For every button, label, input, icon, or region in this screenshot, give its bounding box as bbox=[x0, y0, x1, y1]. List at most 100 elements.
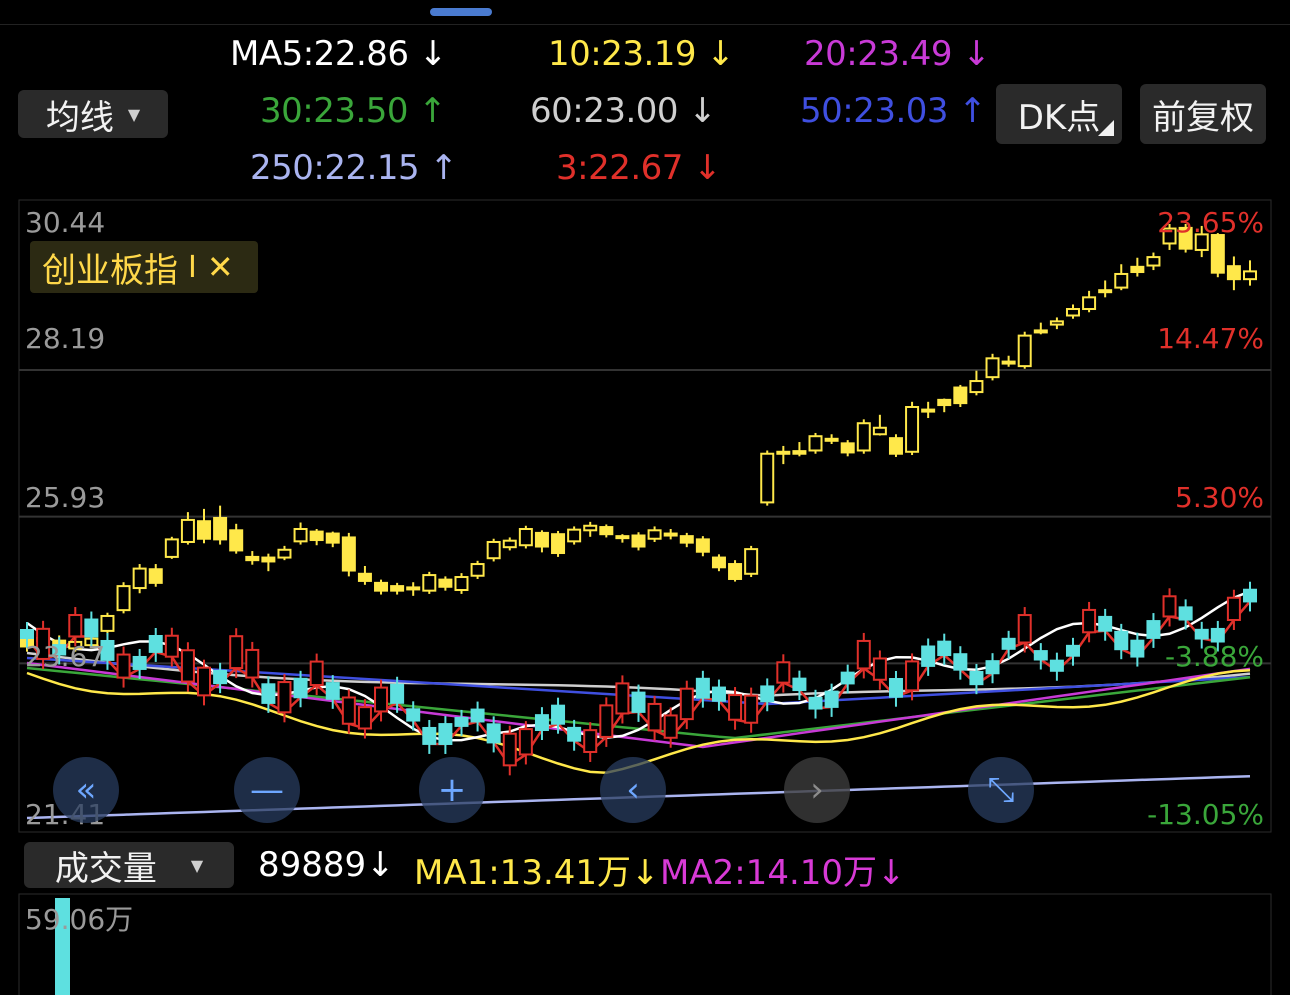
ma-legend-value: 3:22.67 bbox=[556, 148, 683, 188]
volume-ma2: MA2:14.10万↓ bbox=[660, 845, 906, 894]
dk-point-button[interactable]: DK点 bbox=[996, 84, 1122, 144]
candle-body bbox=[840, 442, 855, 454]
zoom-in-button[interactable]: + bbox=[419, 757, 485, 823]
lower-candle-body bbox=[567, 726, 582, 742]
sheet-grabber-handle[interactable] bbox=[430, 8, 492, 16]
candle bbox=[953, 384, 968, 408]
ma-selector-dropdown[interactable]: 均线 ▼ bbox=[18, 90, 168, 138]
volume-ma1: MA1:13.41万↓ bbox=[414, 845, 660, 894]
lower-candle-body bbox=[277, 681, 292, 714]
candle-body bbox=[776, 450, 791, 455]
lower-candle-body bbox=[1082, 608, 1097, 634]
close-icon[interactable]: ✕ bbox=[206, 248, 234, 286]
candle bbox=[213, 505, 228, 545]
lower-candle-body bbox=[872, 657, 887, 681]
candle-body bbox=[406, 586, 421, 591]
candle bbox=[711, 554, 726, 572]
ma-selector-label: 均线 bbox=[45, 97, 114, 138]
zoom-out-button[interactable]: — bbox=[234, 757, 300, 823]
forward-adjust-button[interactable]: 前复权 bbox=[1140, 84, 1266, 144]
lower-candle-body bbox=[1065, 644, 1080, 657]
candle-body bbox=[213, 516, 228, 541]
lower-candle-body bbox=[20, 629, 34, 639]
lower-candle-body bbox=[937, 640, 952, 657]
candle bbox=[679, 532, 694, 548]
volume-ma1-text: MA1:13.41万 bbox=[414, 853, 632, 893]
lower-candle-body bbox=[1017, 614, 1032, 644]
candle-body bbox=[534, 531, 549, 548]
lower-candle-body bbox=[1226, 596, 1241, 622]
chevron-down-icon: ▼ bbox=[190, 855, 204, 875]
candle bbox=[856, 419, 871, 454]
ma-legend-value: 250:22.15 bbox=[250, 148, 420, 188]
candle bbox=[341, 532, 356, 577]
volume-chart[interactable] bbox=[0, 893, 1290, 995]
candle bbox=[325, 531, 340, 548]
y-axis-label-2: 28.19 bbox=[25, 322, 106, 355]
candle bbox=[1194, 225, 1209, 258]
candle bbox=[197, 508, 212, 544]
ma-legend-item: 3:22.67 ↓ bbox=[556, 148, 722, 188]
corner-triangle-icon bbox=[1098, 120, 1114, 136]
lower-candle-body bbox=[647, 702, 662, 732]
ma-legend-value: 30:23.50 bbox=[260, 91, 409, 131]
volume-ma2-text: MA2:14.10万 bbox=[660, 853, 878, 893]
pct-label-2: 14.47% bbox=[1157, 322, 1264, 355]
volume-value: 89889↓ bbox=[258, 845, 395, 885]
volume-selector-dropdown[interactable]: 成交量 ▼ bbox=[24, 842, 234, 889]
candle-body bbox=[502, 539, 517, 549]
candle bbox=[599, 524, 614, 538]
lower-candle-body bbox=[486, 723, 501, 744]
arrow-up-icon: ↑ bbox=[419, 148, 458, 188]
lower-candle-body bbox=[953, 653, 968, 671]
candle-body bbox=[615, 535, 630, 540]
lower-candle-body bbox=[390, 683, 405, 704]
candle bbox=[1001, 355, 1016, 367]
lower-candle-body bbox=[728, 694, 743, 721]
volume-value-text: 89889 bbox=[258, 845, 367, 885]
prev-button[interactable]: ‹ bbox=[600, 757, 666, 823]
lower-candle-body bbox=[663, 714, 678, 739]
candle-body bbox=[1130, 265, 1145, 274]
lower-candle-body bbox=[1098, 615, 1113, 632]
lower-candle-body bbox=[502, 732, 517, 767]
candle bbox=[583, 521, 598, 537]
candle bbox=[905, 401, 920, 456]
candle bbox=[1130, 257, 1145, 277]
arrow-down-icon: ↓ bbox=[678, 91, 717, 131]
candle-body bbox=[567, 528, 582, 543]
rewind-button[interactable]: « bbox=[53, 757, 119, 823]
lower-candle-body bbox=[711, 686, 726, 702]
candle-body bbox=[824, 437, 839, 442]
lower-candle-body bbox=[164, 634, 179, 658]
index-badge[interactable]: 创业板指 I ✕ bbox=[30, 241, 258, 293]
lower-candle-body bbox=[84, 618, 99, 638]
lower-candle-body bbox=[1130, 639, 1145, 658]
candle bbox=[309, 529, 324, 546]
candle bbox=[792, 442, 807, 457]
volume-selector-label: 成交量 bbox=[54, 848, 157, 889]
lower-candle-body bbox=[406, 708, 421, 722]
pct-label-3: 5.30% bbox=[1175, 481, 1264, 514]
zoom-out-icon: — bbox=[250, 770, 284, 810]
candle bbox=[374, 579, 389, 595]
candle-body bbox=[277, 548, 292, 559]
y-axis-label-4: 23.67 bbox=[25, 640, 106, 673]
next-button[interactable]: › bbox=[784, 757, 850, 823]
candle bbox=[1065, 304, 1080, 319]
fullscreen-button[interactable]: ⤡ bbox=[968, 757, 1034, 823]
candle bbox=[454, 573, 469, 594]
candle-body bbox=[229, 529, 244, 552]
lower-candle-body bbox=[293, 677, 308, 699]
lower-candle-body bbox=[921, 645, 936, 667]
lower-candle-body bbox=[470, 708, 485, 723]
lower-candle-body bbox=[325, 682, 340, 700]
candle bbox=[1049, 317, 1064, 330]
candle bbox=[180, 512, 195, 545]
candle-body bbox=[969, 380, 984, 394]
price-chart[interactable] bbox=[0, 198, 1290, 834]
arrow-down-icon: ↓ bbox=[408, 34, 448, 74]
lower-candle-body bbox=[599, 704, 614, 738]
lower-candle-body bbox=[1194, 628, 1209, 640]
candle bbox=[840, 440, 855, 457]
